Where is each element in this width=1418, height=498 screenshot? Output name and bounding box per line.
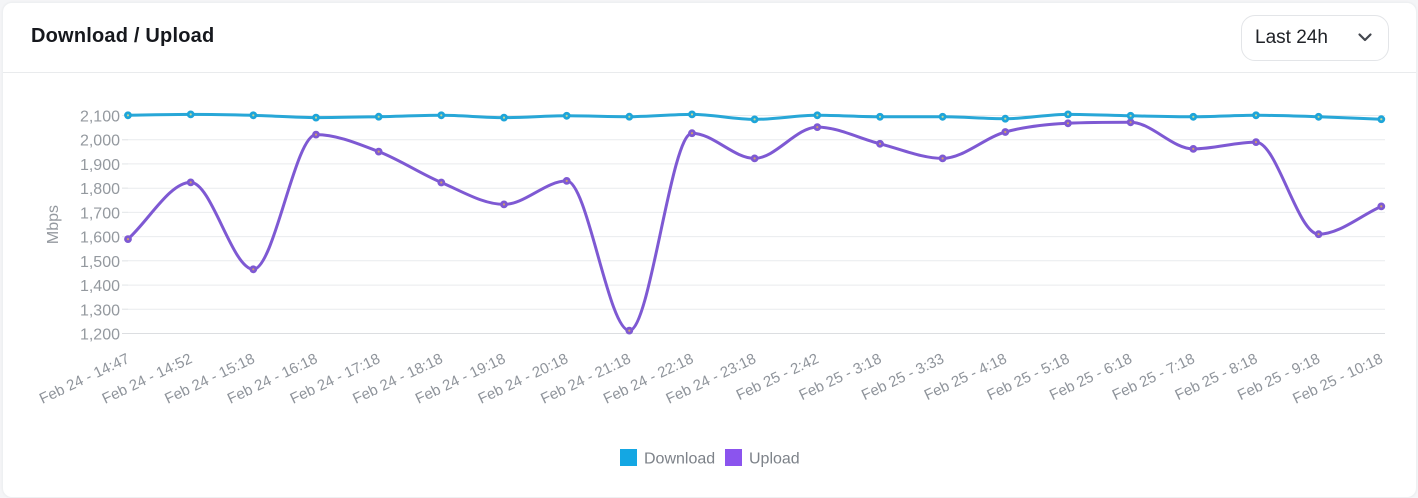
svg-text:Mbps: Mbps bbox=[45, 205, 62, 244]
svg-text:1,900: 1,900 bbox=[80, 157, 120, 174]
svg-text:Download: Download bbox=[644, 451, 715, 468]
svg-text:1,200: 1,200 bbox=[80, 327, 120, 344]
svg-text:1,600: 1,600 bbox=[80, 230, 120, 247]
svg-text:1,800: 1,800 bbox=[80, 181, 120, 198]
svg-text:Upload: Upload bbox=[749, 451, 800, 468]
svg-text:1,500: 1,500 bbox=[80, 254, 120, 271]
svg-text:2,000: 2,000 bbox=[80, 133, 120, 150]
svg-text:2,100: 2,100 bbox=[80, 109, 120, 126]
svg-text:1,300: 1,300 bbox=[80, 302, 120, 319]
svg-text:1,400: 1,400 bbox=[80, 278, 120, 295]
svg-text:1,700: 1,700 bbox=[80, 205, 120, 222]
